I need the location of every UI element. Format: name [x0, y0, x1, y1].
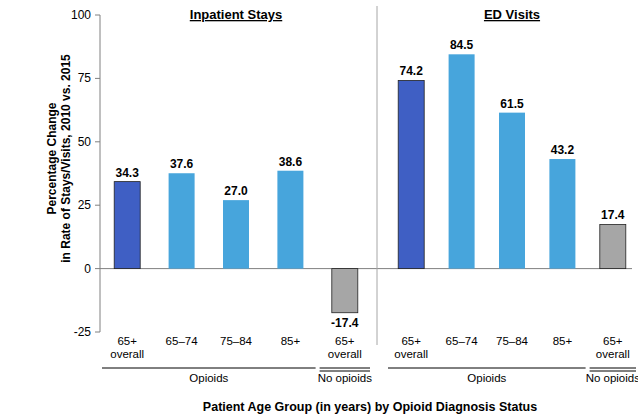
bar — [114, 182, 140, 269]
chart: -25 0 25 50 75 100 Percentage Changein Rate of… — [0, 0, 638, 419]
x-tick-label-line: overall — [596, 348, 630, 360]
y-tick-label: -25 — [74, 325, 92, 339]
group-label: Opioids — [189, 372, 228, 384]
group-line — [590, 368, 636, 369]
x-tick-label-line: 75–84 — [496, 335, 529, 347]
group-label: No opioids — [318, 372, 373, 384]
y-tick-label: 25 — [78, 198, 92, 212]
y-tick-label: 50 — [78, 135, 92, 149]
y-tick-label: 100 — [71, 8, 91, 22]
x-tick-label-line: 75–84 — [220, 335, 253, 347]
x-tick-label: 75–84 — [220, 335, 253, 347]
bar — [332, 269, 358, 313]
group-label: Opioids — [467, 372, 506, 384]
y-tick-label: 0 — [84, 262, 91, 276]
panel-title: Inpatient Stays — [190, 7, 282, 22]
bar — [169, 173, 195, 268]
y-axis-title: in Rate of Stays/Visits, 2010 vs. 2015 — [59, 54, 73, 263]
x-tick-label-line: overall — [328, 348, 362, 360]
group-line — [102, 368, 316, 369]
x-tick-label-line: 65+ — [335, 335, 355, 347]
data-label: 84.5 — [450, 38, 474, 52]
y-axis — [100, 15, 101, 332]
y-tick — [95, 332, 100, 333]
bar — [549, 159, 575, 269]
y-axis-title: Percentage Change — [45, 102, 59, 214]
data-label: 27.0 — [224, 184, 248, 198]
y-tick — [95, 78, 100, 79]
bar — [499, 113, 525, 269]
bar — [398, 80, 424, 268]
x-tick-label: 85+ — [281, 335, 301, 347]
x-tick-label: 75–84 — [496, 335, 529, 347]
bars — [114, 54, 626, 312]
x-tick-label-line: overall — [394, 348, 428, 360]
data-label: 74.2 — [400, 64, 424, 78]
x-tick-label-line: 65+ — [603, 335, 623, 347]
y-tick — [95, 268, 100, 269]
data-label: 17.4 — [601, 208, 625, 222]
x-axis-title: Patient Age Group (in years) by Opioid D… — [203, 400, 537, 414]
x-tick-label: 65+overall — [596, 335, 630, 360]
x-tick-label: 65+overall — [328, 335, 362, 360]
data-label: -17.4 — [331, 316, 359, 330]
group-label: No opioids — [586, 372, 638, 384]
x-tick-label: 85+ — [553, 335, 573, 347]
x-tick-label-line: 65+ — [117, 335, 137, 347]
data-label: 38.6 — [279, 155, 303, 169]
x-tick-label-line: 65–74 — [166, 335, 199, 347]
data-label: 43.2 — [551, 143, 575, 157]
x-tick-label: 65+overall — [110, 335, 144, 360]
panel-divider — [377, 6, 378, 345]
x-tick-label: 65+overall — [394, 335, 428, 360]
data-label: 37.6 — [170, 157, 194, 171]
y-tick — [95, 205, 100, 206]
x-tick-label-line: 65–74 — [446, 335, 479, 347]
x-tick-label: 65–74 — [166, 335, 199, 347]
group-line — [388, 368, 586, 369]
bar — [223, 200, 249, 268]
y-tick-label: 75 — [78, 71, 92, 85]
y-tick — [95, 141, 100, 142]
bar — [277, 171, 303, 269]
data-label: 61.5 — [500, 97, 524, 111]
x-tick-label-line: 65+ — [401, 335, 421, 347]
x-tick-label-line: overall — [110, 348, 144, 360]
panel-title: ED Visits — [484, 7, 540, 22]
data-label: 34.3 — [116, 166, 140, 180]
x-tick-label-line: 85+ — [281, 335, 301, 347]
x-tick-label: 65–74 — [446, 335, 479, 347]
bar — [449, 54, 475, 268]
y-tick — [95, 15, 100, 16]
x-tick-label-line: 85+ — [553, 335, 573, 347]
group-line — [320, 368, 370, 369]
bar — [600, 224, 626, 268]
